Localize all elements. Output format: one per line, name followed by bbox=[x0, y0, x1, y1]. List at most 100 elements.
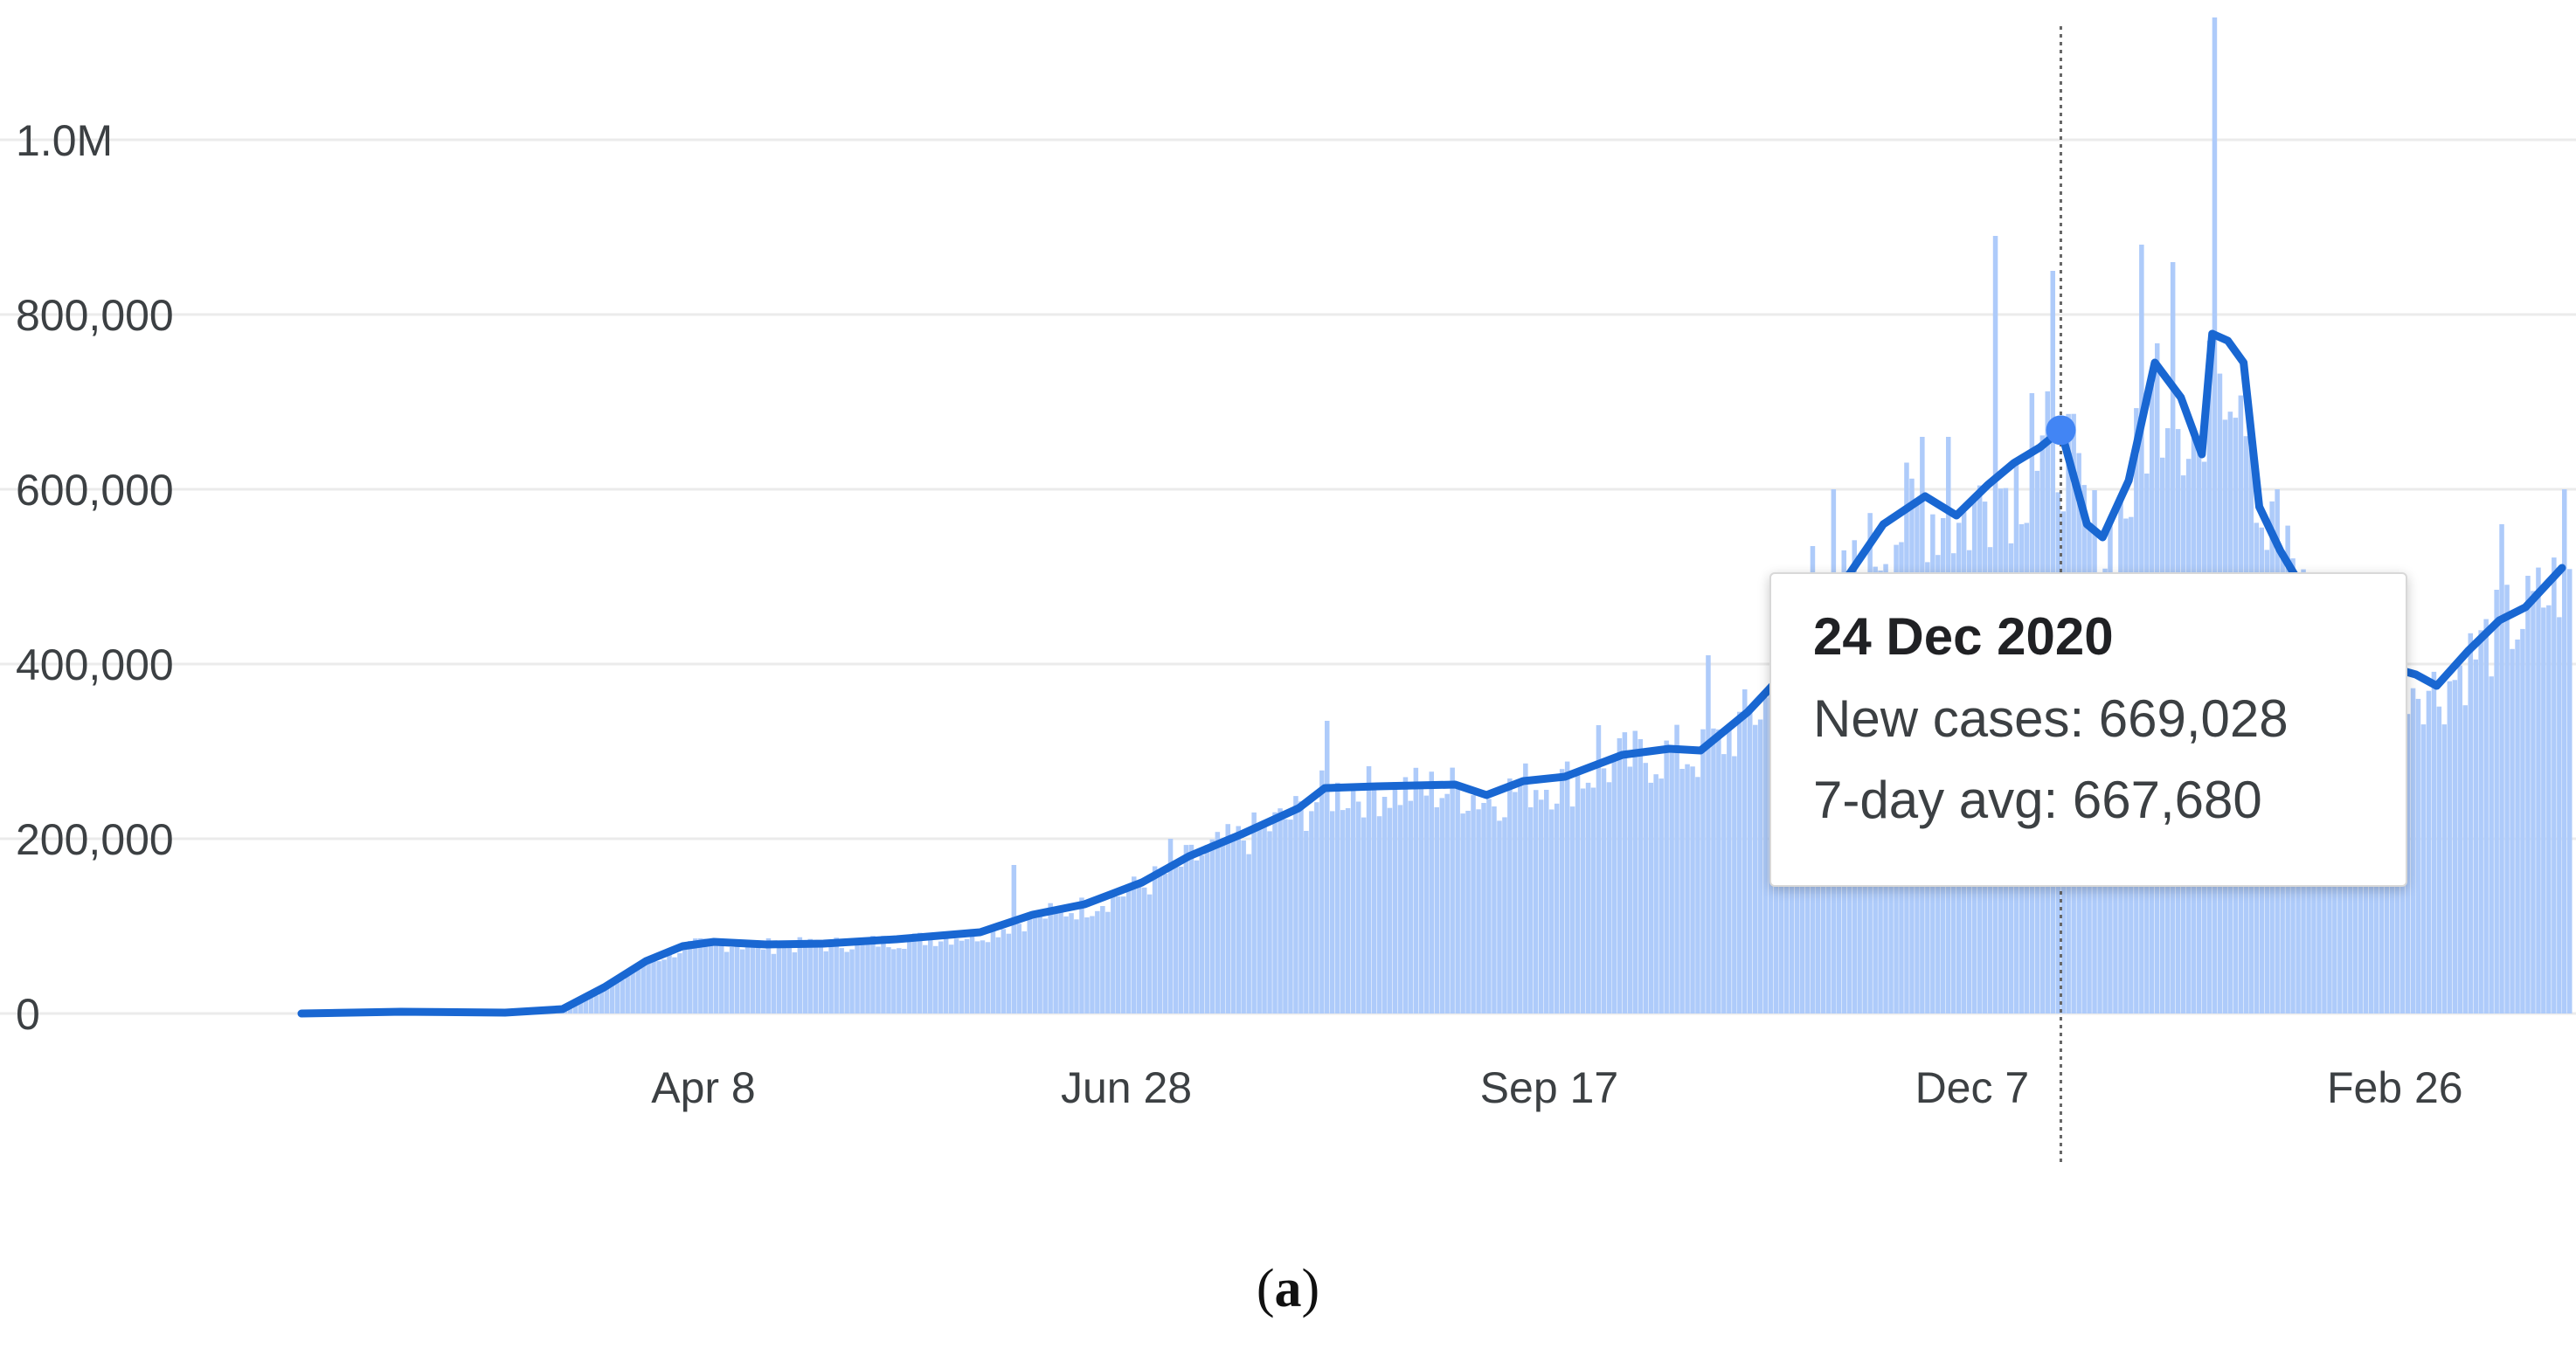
daily-bar bbox=[849, 949, 855, 1013]
daily-bar bbox=[719, 942, 724, 1013]
daily-bar bbox=[1513, 792, 1518, 1013]
daily-bar bbox=[729, 947, 735, 1013]
highlight-point[interactable] bbox=[2046, 415, 2076, 446]
daily-bar bbox=[1105, 911, 1111, 1013]
daily-bar bbox=[1241, 841, 1246, 1013]
daily-bar bbox=[1653, 774, 1658, 1013]
daily-bar bbox=[1706, 655, 1711, 1013]
x-tick-label: Feb 26 bbox=[2327, 1063, 2463, 1112]
daily-bar bbox=[1220, 844, 1225, 1013]
daily-bar bbox=[1685, 764, 1690, 1013]
daily-bar bbox=[1376, 816, 1382, 1013]
daily-bar bbox=[1178, 866, 1184, 1013]
daily-bar bbox=[750, 942, 756, 1013]
daily-bar bbox=[698, 937, 703, 1013]
daily-bar bbox=[1523, 763, 1528, 1013]
daily-bar bbox=[1278, 808, 1283, 1013]
daily-bar bbox=[1492, 806, 1497, 1013]
daily-bar bbox=[1225, 824, 1230, 1013]
daily-bar bbox=[2546, 605, 2552, 1013]
daily-bar bbox=[2457, 665, 2462, 1013]
daily-bar bbox=[1304, 831, 1309, 1013]
daily-bar bbox=[1518, 785, 1523, 1013]
daily-bar bbox=[2462, 705, 2468, 1013]
daily-bar bbox=[1272, 812, 1278, 1013]
daily-bar bbox=[1497, 820, 1502, 1013]
daily-bar bbox=[1486, 799, 1492, 1013]
daily-bar bbox=[1596, 725, 1602, 1013]
daily-bar bbox=[1027, 912, 1032, 1013]
daily-bar bbox=[907, 939, 912, 1013]
daily-bar bbox=[2562, 489, 2567, 1013]
daily-bar bbox=[620, 979, 625, 1013]
daily-bar bbox=[1111, 894, 1116, 1013]
daily-bar bbox=[1314, 802, 1319, 1013]
tooltip-new-cases: New cases: 669,028 bbox=[1813, 689, 2289, 748]
daily-bar bbox=[1011, 865, 1017, 1013]
daily-bar bbox=[2420, 724, 2427, 1013]
daily-bar bbox=[1157, 871, 1163, 1013]
daily-bar bbox=[1737, 711, 1742, 1013]
daily-bar bbox=[1288, 820, 1293, 1013]
daily-bar bbox=[734, 946, 740, 1013]
daily-bar bbox=[1564, 761, 1570, 1013]
daily-bar bbox=[2441, 724, 2448, 1013]
daily-bar bbox=[1444, 793, 1450, 1013]
daily-bar bbox=[912, 933, 918, 1013]
daily-bar bbox=[1262, 821, 1267, 1013]
daily-bar bbox=[876, 946, 881, 1013]
daily-bar bbox=[1183, 845, 1189, 1013]
daily-bar bbox=[1748, 709, 1753, 1013]
daily-bar bbox=[1534, 790, 1539, 1013]
daily-bar bbox=[2447, 681, 2453, 1013]
daily-bar bbox=[1569, 806, 1575, 1013]
daily-bar bbox=[593, 995, 599, 1013]
daily-bar bbox=[1340, 810, 1346, 1013]
y-tick-label: 800,000 bbox=[16, 291, 174, 340]
y-axis-ticks: 0 200,000 400,000 600,000 800,000 1.0M bbox=[16, 116, 174, 1039]
daily-bar bbox=[614, 978, 620, 1013]
daily-bar bbox=[938, 941, 944, 1013]
daily-bar bbox=[781, 944, 787, 1013]
caption-label: a bbox=[1274, 1259, 1302, 1318]
daily-bar bbox=[1465, 811, 1471, 1013]
daily-bar bbox=[1095, 910, 1100, 1013]
daily-bar bbox=[1069, 913, 1074, 1013]
daily-bar bbox=[1188, 844, 1195, 1013]
daily-bar bbox=[844, 951, 849, 1013]
daily-bar bbox=[2473, 659, 2478, 1013]
daily-bar bbox=[2478, 630, 2483, 1013]
daily-bar bbox=[567, 1006, 573, 1013]
daily-bar bbox=[646, 962, 651, 1013]
daily-bar bbox=[651, 960, 656, 1013]
daily-bar bbox=[1063, 916, 1069, 1013]
x-tick-label: Sep 17 bbox=[1480, 1063, 1618, 1112]
daily-bar bbox=[744, 946, 751, 1013]
daily-bar bbox=[771, 953, 777, 1013]
daily-bar bbox=[834, 937, 839, 1013]
daily-bar bbox=[969, 929, 975, 1013]
daily-bar bbox=[1658, 778, 1664, 1013]
daily-bar bbox=[599, 991, 605, 1013]
daily-bar bbox=[755, 941, 761, 1013]
daily-bar bbox=[1392, 782, 1398, 1013]
daily-bar bbox=[1539, 799, 1544, 1013]
daily-bar bbox=[1387, 807, 1393, 1013]
daily-bar bbox=[886, 947, 891, 1013]
daily-bar bbox=[1037, 910, 1042, 1013]
daily-bar bbox=[1544, 790, 1549, 1013]
daily-bar bbox=[661, 959, 667, 1013]
daily-bar bbox=[1434, 806, 1439, 1013]
daily-bar bbox=[1601, 768, 1607, 1013]
daily-bar bbox=[1361, 817, 1367, 1013]
daily-bar bbox=[2552, 557, 2557, 1013]
daily-bar bbox=[1350, 790, 1356, 1013]
daily-bar bbox=[688, 941, 693, 1013]
daily-bar bbox=[1209, 839, 1215, 1013]
daily-bar bbox=[839, 948, 844, 1013]
daily-bar bbox=[1762, 697, 1769, 1013]
daily-bar bbox=[1267, 831, 1272, 1013]
daily-bar bbox=[1215, 832, 1221, 1013]
daily-bar bbox=[1257, 828, 1262, 1013]
daily-bar bbox=[656, 961, 661, 1013]
